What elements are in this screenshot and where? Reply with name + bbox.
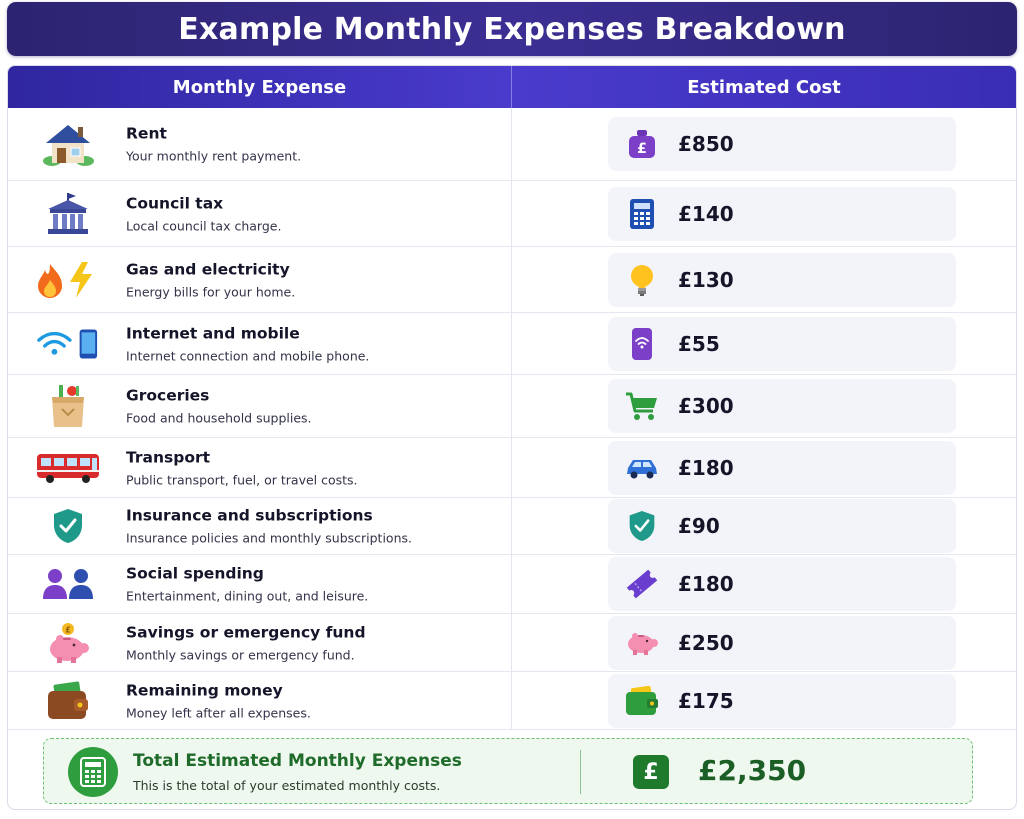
government-building-icon xyxy=(36,189,100,239)
bus-icon xyxy=(36,443,100,493)
title-bar: Example Monthly Expenses Breakdown xyxy=(7,2,1017,56)
calculator-icon xyxy=(68,747,118,797)
cost-amount: £175 xyxy=(678,688,734,713)
calculator-icon xyxy=(624,196,660,232)
table-row: Transport Public transport, fuel, or tra… xyxy=(8,438,1016,498)
wifi-phone-icon xyxy=(36,319,100,369)
table-row: Social spending Entertainment, dining ou… xyxy=(8,555,1016,614)
grocery-bag-icon xyxy=(36,381,100,431)
piggy-bank-coin-icon: £ xyxy=(36,618,100,668)
expense-description: Energy bills for your home. xyxy=(126,284,296,299)
table-row: Council tax Local council tax charge. £1… xyxy=(8,181,1016,247)
piggy-bank-icon xyxy=(624,625,660,661)
expense-description: Public transport, fuel, or travel costs. xyxy=(126,472,358,487)
table-header: Monthly Expense Estimated Cost xyxy=(8,66,1016,108)
shield-check-icon xyxy=(624,508,660,544)
wallet-icon xyxy=(624,683,660,719)
pound-bag-icon: £ xyxy=(624,126,660,162)
cost-card: £250 xyxy=(608,615,956,670)
total-divider xyxy=(580,750,581,794)
expense-description: Insurance policies and monthly subscript… xyxy=(126,530,412,546)
pound-symbol-icon: £ xyxy=(633,755,669,789)
total-amount: £2,350 xyxy=(698,754,807,787)
cost-card: £180 xyxy=(608,440,956,495)
cost-amount: £180 xyxy=(678,572,734,596)
phone-signal-icon xyxy=(624,326,660,362)
expense-description: Your monthly rent payment. xyxy=(126,148,302,164)
expense-description: Food and household supplies. xyxy=(126,410,312,426)
shopping-cart-icon xyxy=(624,388,660,424)
expense-name: Insurance and subscriptions xyxy=(126,506,373,525)
table-row: £ Savings or emergency fund Monthly savi… xyxy=(8,614,1016,672)
cost-amount: £55 xyxy=(678,331,720,356)
cost-amount: £250 xyxy=(678,630,734,655)
cost-card: £300 xyxy=(608,379,956,433)
expense-name: Groceries xyxy=(126,386,210,405)
flame-bolt-icon xyxy=(36,255,100,305)
table-row: Remaining money Money left after all exp… xyxy=(8,672,1016,730)
cost-card: £90 xyxy=(608,499,956,553)
expense-name: Remaining money xyxy=(126,681,283,699)
cost-amount: £850 xyxy=(678,132,734,156)
people-icon xyxy=(36,559,100,609)
expense-name: Rent xyxy=(126,124,167,143)
ticket-icon xyxy=(624,566,660,602)
expense-name: Internet and mobile xyxy=(126,324,300,342)
svg-text:£: £ xyxy=(65,625,71,634)
total-box: Total Estimated Monthly Expenses This is… xyxy=(43,738,973,804)
svg-text:£: £ xyxy=(637,141,647,157)
expense-name: Savings or emergency fund xyxy=(126,623,366,641)
table-row: Insurance and subscriptions Insurance po… xyxy=(8,498,1016,555)
expenses-table: Monthly Expense Estimated Cost Rent Your… xyxy=(7,65,1017,810)
table-row: Internet and mobile Internet connection … xyxy=(8,313,1016,375)
house-icon xyxy=(36,119,100,169)
expense-description: Money left after all expenses. xyxy=(126,705,311,720)
total-title: Total Estimated Monthly Expenses xyxy=(133,751,462,771)
column-header-expense: Monthly Expense xyxy=(8,66,512,108)
cost-card: £175 xyxy=(608,673,956,728)
expense-description: Monthly savings or emergency fund. xyxy=(126,647,355,662)
cost-card: £180 xyxy=(608,557,956,611)
expense-name: Transport xyxy=(126,448,211,466)
cost-amount: £140 xyxy=(678,201,734,226)
lightbulb-icon xyxy=(624,262,660,298)
wallet-cash-icon xyxy=(36,676,100,726)
cost-amount: £180 xyxy=(678,455,734,480)
cost-card: £ £850 xyxy=(608,117,956,171)
total-description: This is the total of your estimated mont… xyxy=(133,778,441,793)
expense-name: Council tax xyxy=(126,194,224,212)
cost-card: £55 xyxy=(608,316,956,371)
expense-description: Entertainment, dining out, and leisure. xyxy=(126,588,369,604)
expense-description: Local council tax charge. xyxy=(126,218,282,233)
cost-card: £130 xyxy=(608,252,956,307)
cost-amount: £90 xyxy=(678,514,720,538)
cost-amount: £300 xyxy=(678,394,734,418)
table-row: Groceries Food and household supplies. £… xyxy=(8,375,1016,438)
expense-name: Social spending xyxy=(126,564,264,583)
shield-check-icon xyxy=(36,501,100,551)
table-row: Gas and electricity Energy bills for you… xyxy=(8,247,1016,313)
expense-name: Gas and electricity xyxy=(126,260,290,278)
column-header-cost: Estimated Cost xyxy=(687,76,841,98)
page-title: Example Monthly Expenses Breakdown xyxy=(178,11,846,47)
table-row: Rent Your monthly rent payment. £ £850 xyxy=(8,108,1016,181)
expense-description: Internet connection and mobile phone. xyxy=(126,348,370,363)
car-icon xyxy=(624,450,660,486)
cost-card: £140 xyxy=(608,186,956,241)
cost-amount: £130 xyxy=(678,267,734,292)
